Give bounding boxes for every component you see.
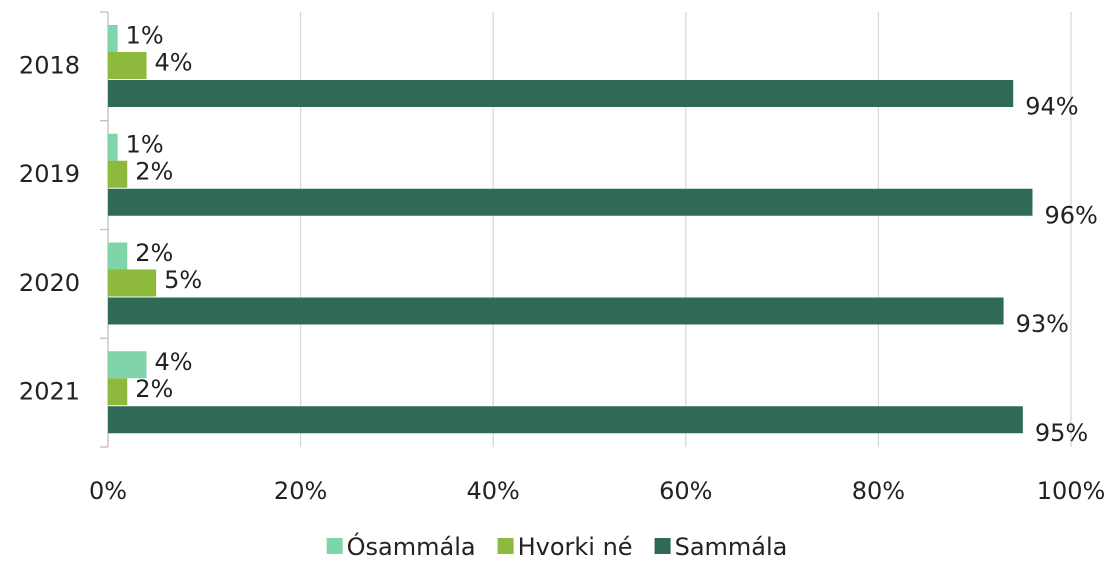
bar bbox=[108, 80, 1014, 107]
data-label: 2% bbox=[135, 157, 173, 185]
data-label: 95% bbox=[1035, 419, 1088, 447]
y-tick-label: 2020 bbox=[19, 269, 80, 297]
legend-label: Sammála bbox=[675, 533, 788, 561]
bar bbox=[108, 269, 157, 297]
data-label: 4% bbox=[155, 348, 193, 376]
y-tick-label: 2019 bbox=[19, 160, 80, 188]
y-tick-label: 2021 bbox=[19, 378, 80, 406]
bar bbox=[108, 378, 128, 406]
legend: Ósammála Hvorki né Sammála bbox=[326, 531, 788, 561]
x-tick-label: 60% bbox=[659, 477, 712, 505]
data-label: 4% bbox=[155, 49, 193, 77]
legend-label: Ósammála bbox=[347, 531, 476, 561]
legend-swatch bbox=[497, 538, 514, 554]
bar bbox=[108, 188, 1033, 216]
bar bbox=[108, 52, 147, 79]
data-label: 94% bbox=[1025, 93, 1078, 121]
bar bbox=[108, 406, 1023, 434]
legend-swatch bbox=[326, 538, 343, 554]
bar bbox=[108, 297, 1004, 325]
y-tick-label: 2018 bbox=[19, 51, 80, 79]
x-tick-label: 80% bbox=[852, 477, 905, 505]
data-label: 93% bbox=[1016, 310, 1069, 338]
x-tick-label: 100% bbox=[1037, 477, 1106, 505]
data-label: 1% bbox=[126, 130, 164, 158]
data-label: 2% bbox=[135, 239, 173, 267]
bar bbox=[108, 351, 147, 379]
data-label: 1% bbox=[126, 22, 164, 50]
legend-label: Hvorki né bbox=[518, 533, 633, 561]
bar bbox=[108, 25, 118, 52]
x-tick-label: 0% bbox=[89, 477, 127, 505]
x-tick-label: 40% bbox=[467, 477, 520, 505]
bar bbox=[108, 133, 118, 161]
data-label: 2% bbox=[135, 375, 173, 403]
data-label: 5% bbox=[164, 266, 202, 294]
bar bbox=[108, 160, 128, 188]
x-tick-label: 20% bbox=[274, 477, 327, 505]
data-label: 96% bbox=[1044, 201, 1097, 229]
legend-swatch bbox=[654, 538, 671, 554]
bar bbox=[108, 242, 128, 270]
